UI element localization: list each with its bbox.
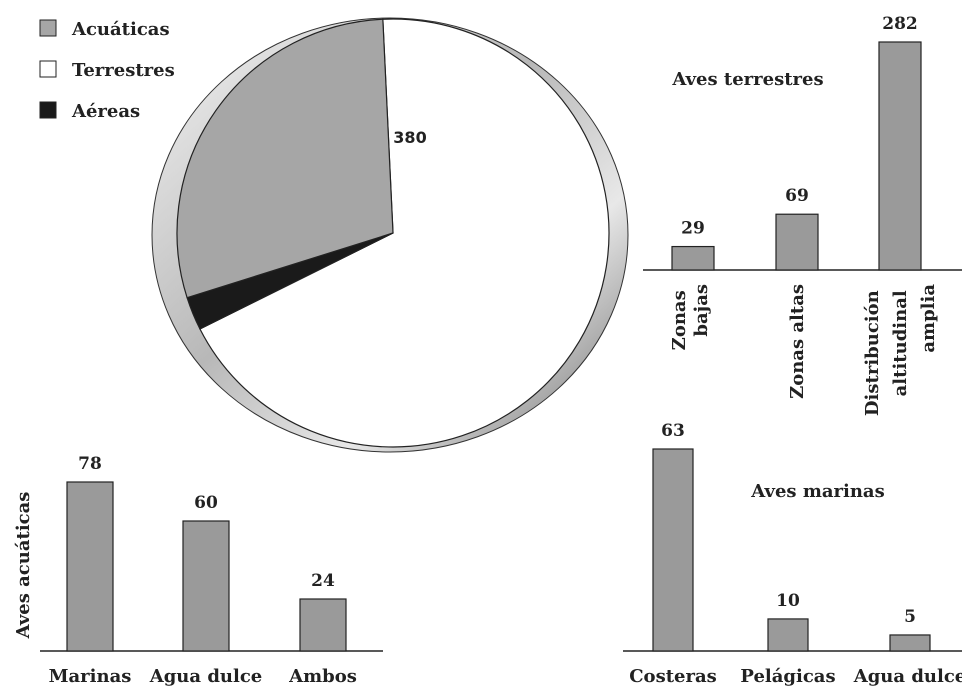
category-label-costeras: Costeras bbox=[629, 666, 717, 687]
bar-ambos bbox=[299, 598, 347, 652]
category-label-distribucion-line-2: altitudinal bbox=[890, 290, 911, 396]
chart-title-marinas: Aves marinas bbox=[750, 481, 884, 502]
category-label-distribucion-line-1: Distribución bbox=[862, 290, 883, 416]
category-label-zonas-altas: Zonas altas bbox=[787, 284, 808, 399]
bar-value-zonas-bajas: 29 bbox=[681, 219, 705, 239]
bar-value-agua-dulce: 5 bbox=[904, 607, 916, 627]
legend-swatch-aereas bbox=[39, 101, 57, 119]
bar-zonas-altas bbox=[775, 213, 819, 271]
legend: Acuáticas Terrestres Aéreas bbox=[39, 19, 175, 122]
bar-pelagicas bbox=[767, 618, 809, 652]
category-label-zonas-bajas-line-1: Zonas bbox=[669, 290, 690, 350]
bar-value-zonas-altas: 69 bbox=[785, 186, 809, 206]
pie-chart: 380 162 14 bbox=[151, 17, 629, 453]
legend-item-terrestres: Terrestres bbox=[39, 60, 175, 81]
bar-value-costeras: 63 bbox=[661, 421, 685, 441]
bar-value-marinas: 78 bbox=[78, 454, 102, 474]
pie-value-aereas: 14 bbox=[423, 407, 445, 426]
bar-agua-dulce bbox=[889, 634, 931, 652]
bar-zonas-bajas bbox=[671, 245, 715, 271]
chart-title-terrestres: Aves terrestres bbox=[671, 69, 823, 90]
bar-chart-marinas: Aves marinas 63 10 5 Costeras Pelágicas Agua… bbox=[623, 421, 962, 687]
category-label-zonas-bajas-line-2: bajas bbox=[691, 284, 712, 337]
bar-value-distribucion-altitudinal-amplia: 282 bbox=[882, 14, 918, 34]
bars-terrestres: 29 69 282 bbox=[671, 14, 922, 271]
bar-chart-terrestres: Aves terrestres 29 69 282 Zonas bajas Zona… bbox=[643, 14, 962, 416]
category-label-agua-dulce: Agua dulce bbox=[149, 666, 263, 687]
legend-label-acuaticas: Acuáticas bbox=[71, 19, 170, 40]
bars-marinas: 63 10 5 bbox=[652, 421, 931, 652]
legend-label-aereas: Aéreas bbox=[71, 101, 140, 122]
pie-value-acuaticas: 162 bbox=[281, 315, 314, 334]
pie-slices bbox=[176, 18, 610, 448]
category-label-zonas-bajas: Zonas bajas bbox=[669, 284, 712, 350]
category-labels-terrestres: Zonas bajas Zonas altas Distribución alt… bbox=[669, 284, 939, 416]
bar-costeras bbox=[652, 448, 694, 652]
category-labels-marinas: Costeras Pelágicas Agua dulce bbox=[629, 666, 962, 687]
category-label-distribucion: Distribución altitudinal amplia bbox=[862, 284, 939, 416]
legend-item-aereas: Aéreas bbox=[39, 101, 140, 122]
bar-marinas bbox=[66, 481, 114, 652]
legend-label-terrestres: Terrestres bbox=[72, 60, 175, 81]
category-label-ambos: Ambos bbox=[288, 666, 357, 687]
bars-acuaticas: 78 60 24 bbox=[66, 454, 347, 652]
category-label-marinas: Marinas bbox=[49, 666, 132, 687]
category-label-agua-dulce: Agua dulce bbox=[853, 666, 962, 687]
bar-value-pelagicas: 10 bbox=[776, 591, 800, 611]
category-label-distribucion-line-3: amplia bbox=[918, 284, 939, 353]
bar-value-ambos: 24 bbox=[311, 571, 335, 591]
bar-distribucion-altitudinal-amplia bbox=[878, 41, 922, 271]
bar-agua-dulce bbox=[182, 520, 230, 652]
category-labels-acuaticas: Marinas Agua dulce Ambos bbox=[49, 666, 357, 687]
legend-item-acuaticas: Acuáticas bbox=[39, 19, 170, 40]
y-axis-label-acuaticas: Aves acuáticas bbox=[13, 492, 34, 640]
pie-slice-terrestres bbox=[199, 18, 610, 448]
bar-value-agua-dulce: 60 bbox=[194, 493, 218, 513]
pie-slice-acuaticas bbox=[176, 18, 394, 299]
bar-chart-acuaticas: Aves acuáticas 78 60 24 Marinas Agua dulce A… bbox=[13, 454, 383, 687]
pie-value-terrestres: 380 bbox=[393, 128, 426, 147]
legend-swatch-acuaticas bbox=[39, 19, 57, 37]
category-label-zonas-altas-line-1: Zonas altas bbox=[787, 284, 808, 399]
legend-swatch-terrestres bbox=[39, 60, 57, 78]
category-label-pelagicas: Pelágicas bbox=[740, 666, 835, 687]
